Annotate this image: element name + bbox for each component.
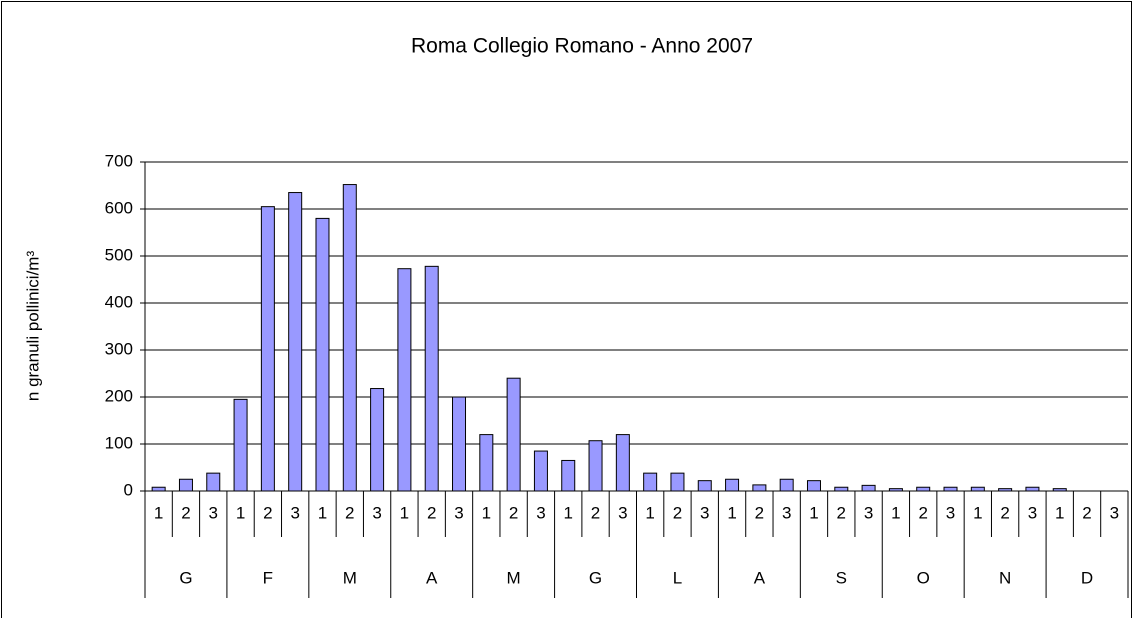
bar — [588, 440, 603, 492]
x-tick-label: 1 — [645, 503, 654, 522]
x-tick-label: 1 — [482, 503, 491, 522]
y-tick-label: 500 — [105, 245, 133, 264]
group-label: A — [754, 568, 766, 587]
bar — [1052, 488, 1067, 492]
x-tick-label: 3 — [782, 503, 791, 522]
x-tick-label: 3 — [454, 503, 463, 522]
bar — [861, 484, 876, 492]
y-tick-label: 400 — [105, 292, 133, 311]
bar — [1025, 486, 1040, 492]
bar — [260, 206, 275, 492]
bar — [943, 486, 958, 492]
bar — [615, 434, 630, 492]
bar — [533, 450, 548, 492]
bar — [424, 265, 439, 492]
x-tick-label: 1 — [154, 503, 163, 522]
x-tick-label: 1 — [809, 503, 818, 522]
group-label: M — [343, 568, 357, 587]
x-tick-label: 1 — [727, 503, 736, 522]
bar — [561, 459, 576, 492]
group-label: A — [426, 568, 438, 587]
bar — [697, 480, 712, 492]
x-tick-label: 2 — [1000, 503, 1009, 522]
bar — [452, 396, 467, 492]
bar — [506, 377, 521, 492]
x-tick-label: 3 — [1110, 503, 1119, 522]
bar — [643, 472, 658, 492]
x-tick-label: 2 — [427, 503, 436, 522]
x-tick-label: 1 — [564, 503, 573, 522]
y-tick-label: 700 — [105, 151, 133, 170]
bar — [233, 398, 248, 492]
group-label: M — [507, 568, 521, 587]
x-tick-label: 2 — [755, 503, 764, 522]
bar — [288, 192, 303, 492]
x-tick-label: 3 — [946, 503, 955, 522]
bar — [725, 478, 740, 492]
x-tick-label: 2 — [509, 503, 518, 522]
bar — [151, 486, 166, 492]
y-axis-label: n granuli pollinici/m³ — [23, 251, 42, 402]
bar — [806, 480, 821, 492]
x-tick-label: 3 — [209, 503, 218, 522]
group-label: G — [179, 568, 192, 587]
bar — [752, 484, 767, 492]
x-tick-label: 3 — [618, 503, 627, 522]
bar — [370, 388, 385, 492]
x-tick-label: 2 — [345, 503, 354, 522]
y-tick-label: 100 — [105, 433, 133, 452]
bar — [342, 184, 357, 492]
x-tick-label: 2 — [591, 503, 600, 522]
x-tick-label: 1 — [400, 503, 409, 522]
x-tick-label: 3 — [1028, 503, 1037, 522]
x-tick-label: 3 — [864, 503, 873, 522]
x-tick-label: 3 — [372, 503, 381, 522]
bar — [479, 434, 494, 492]
x-tick-label: 2 — [181, 503, 190, 522]
x-tick-label: 2 — [837, 503, 846, 522]
group-label: S — [836, 568, 847, 587]
group-label: O — [917, 568, 930, 587]
group-label: N — [999, 568, 1011, 587]
x-tick-label: 1 — [1055, 503, 1064, 522]
chart-title: Roma Collegio Romano - Anno 2007 — [411, 35, 753, 58]
bar — [206, 472, 221, 492]
y-tick-label: 600 — [105, 198, 133, 217]
x-tick-label: 3 — [700, 503, 709, 522]
group-label: G — [589, 568, 602, 587]
group-label: D — [1081, 568, 1093, 587]
x-tick-label: 3 — [290, 503, 299, 522]
bar — [397, 268, 412, 492]
x-tick-label: 3 — [536, 503, 545, 522]
x-tick-label: 1 — [318, 503, 327, 522]
bar — [315, 217, 330, 492]
bar — [970, 486, 985, 492]
x-tick-label: 2 — [673, 503, 682, 522]
bar — [888, 488, 903, 492]
x-tick-label: 2 — [263, 503, 272, 522]
bar — [178, 478, 193, 492]
bar — [834, 486, 849, 492]
x-tick-label: 2 — [1082, 503, 1091, 522]
x-tick-label: 1 — [973, 503, 982, 522]
group-label: L — [673, 568, 682, 587]
bar — [998, 488, 1013, 492]
x-tick-label: 1 — [891, 503, 900, 522]
y-tick-label: 300 — [105, 339, 133, 358]
y-tick-label: 200 — [105, 386, 133, 405]
x-tick-label: 2 — [918, 503, 927, 522]
bar — [670, 472, 685, 492]
bar — [779, 478, 794, 492]
x-tick-label: 1 — [236, 503, 245, 522]
y-tick-label: 0 — [124, 480, 133, 499]
group-label: F — [263, 568, 273, 587]
bar — [916, 486, 931, 492]
